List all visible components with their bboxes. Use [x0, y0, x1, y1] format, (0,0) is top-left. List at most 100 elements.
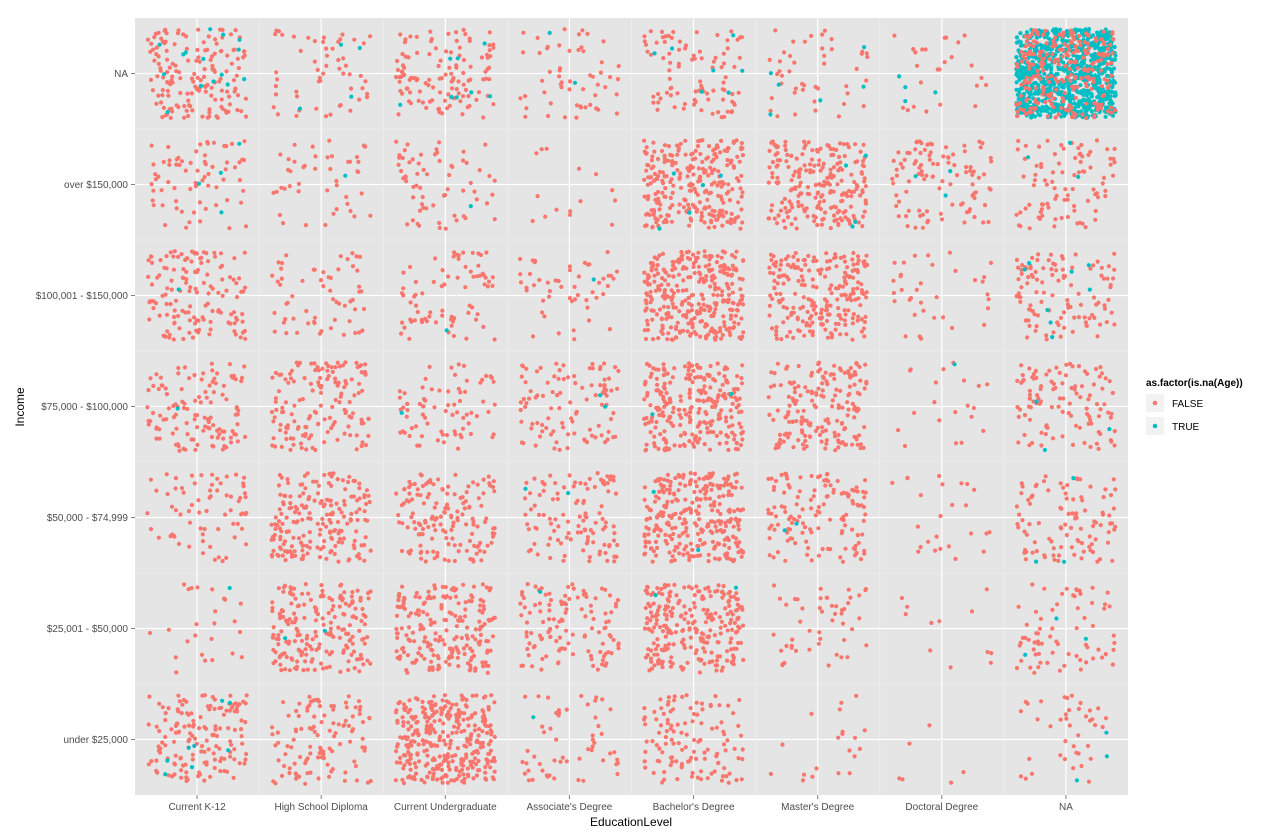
- point-false: [481, 491, 486, 496]
- point-false: [210, 308, 215, 314]
- point-false: [546, 630, 551, 635]
- point-false: [678, 433, 684, 438]
- point-false: [456, 664, 461, 669]
- point-false: [310, 445, 315, 450]
- point-false: [317, 555, 323, 560]
- point-false: [677, 176, 682, 181]
- point-false: [580, 385, 585, 390]
- point-false: [809, 711, 814, 717]
- point-false: [206, 171, 211, 177]
- point-false: [163, 743, 168, 748]
- point-false: [473, 762, 479, 767]
- point-false: [647, 363, 652, 368]
- point-false: [586, 747, 591, 752]
- point-false: [463, 87, 469, 92]
- point-false: [405, 525, 410, 530]
- point-false: [670, 606, 675, 611]
- point-false: [232, 47, 237, 52]
- point-false: [271, 625, 276, 630]
- point-false: [442, 98, 448, 103]
- point-false: [489, 730, 494, 735]
- point-false: [585, 702, 590, 707]
- point-false: [728, 221, 733, 226]
- point-false: [433, 637, 438, 642]
- point-false: [692, 315, 697, 321]
- point-false: [151, 306, 156, 311]
- point-false: [666, 273, 671, 278]
- point-false: [730, 423, 735, 428]
- point-false: [454, 624, 459, 629]
- point-false: [315, 365, 320, 370]
- point-false: [293, 729, 299, 734]
- point-false: [662, 194, 667, 199]
- point-false: [672, 582, 677, 588]
- point-false: [723, 75, 728, 80]
- point-false: [544, 146, 549, 151]
- point-false: [734, 176, 740, 181]
- point-false: [412, 520, 417, 525]
- point-false: [716, 169, 721, 174]
- point-false: [201, 280, 206, 286]
- point-false: [186, 113, 191, 119]
- point-false: [467, 103, 472, 109]
- point-false: [355, 498, 360, 503]
- point-false: [583, 105, 588, 110]
- point-false: [528, 507, 534, 512]
- point-false: [291, 592, 296, 597]
- point-false: [702, 307, 707, 313]
- point-false: [292, 761, 297, 766]
- point-false: [173, 412, 178, 417]
- point-false: [732, 64, 737, 69]
- point-false: [823, 428, 829, 433]
- point-false: [472, 750, 477, 755]
- point-false: [187, 288, 192, 294]
- point-false: [463, 264, 468, 269]
- point-false: [523, 380, 528, 385]
- point-false: [218, 481, 223, 486]
- point-false: [327, 728, 332, 733]
- point-false: [721, 742, 727, 747]
- point-false: [651, 549, 657, 554]
- point-false: [702, 661, 707, 666]
- point-false: [176, 28, 181, 33]
- point-false: [606, 619, 611, 624]
- point-false: [680, 694, 685, 700]
- point-false: [296, 189, 301, 194]
- point-false: [276, 389, 282, 394]
- point-false: [353, 763, 358, 769]
- point-false: [714, 433, 719, 438]
- point-false: [440, 313, 445, 318]
- point-false: [492, 700, 497, 705]
- point-false: [665, 717, 670, 723]
- point-false: [459, 710, 464, 716]
- point-false: [590, 733, 595, 738]
- point-false: [350, 599, 355, 604]
- point-false: [737, 159, 742, 164]
- point-false: [324, 497, 329, 502]
- point-false: [203, 206, 208, 211]
- point-false: [341, 71, 346, 76]
- point-false: [429, 723, 434, 728]
- point-false: [326, 363, 331, 369]
- point-false: [341, 627, 347, 632]
- point-false: [404, 179, 409, 184]
- point-false: [784, 602, 789, 607]
- point-false: [699, 777, 704, 782]
- point-false: [154, 436, 159, 441]
- point-false: [190, 335, 196, 340]
- point-false: [710, 539, 716, 544]
- point-false: [466, 723, 471, 728]
- point-false: [174, 199, 179, 204]
- point-false: [229, 312, 234, 317]
- point-false: [677, 598, 682, 603]
- point-false: [471, 584, 477, 589]
- point-false: [394, 631, 400, 636]
- point-false: [706, 225, 712, 230]
- point-false: [416, 742, 421, 747]
- point-false: [401, 270, 406, 275]
- point-false: [277, 372, 282, 377]
- point-false: [433, 631, 438, 636]
- point-false: [233, 377, 238, 382]
- point-false: [205, 272, 210, 277]
- point-false: [151, 203, 156, 208]
